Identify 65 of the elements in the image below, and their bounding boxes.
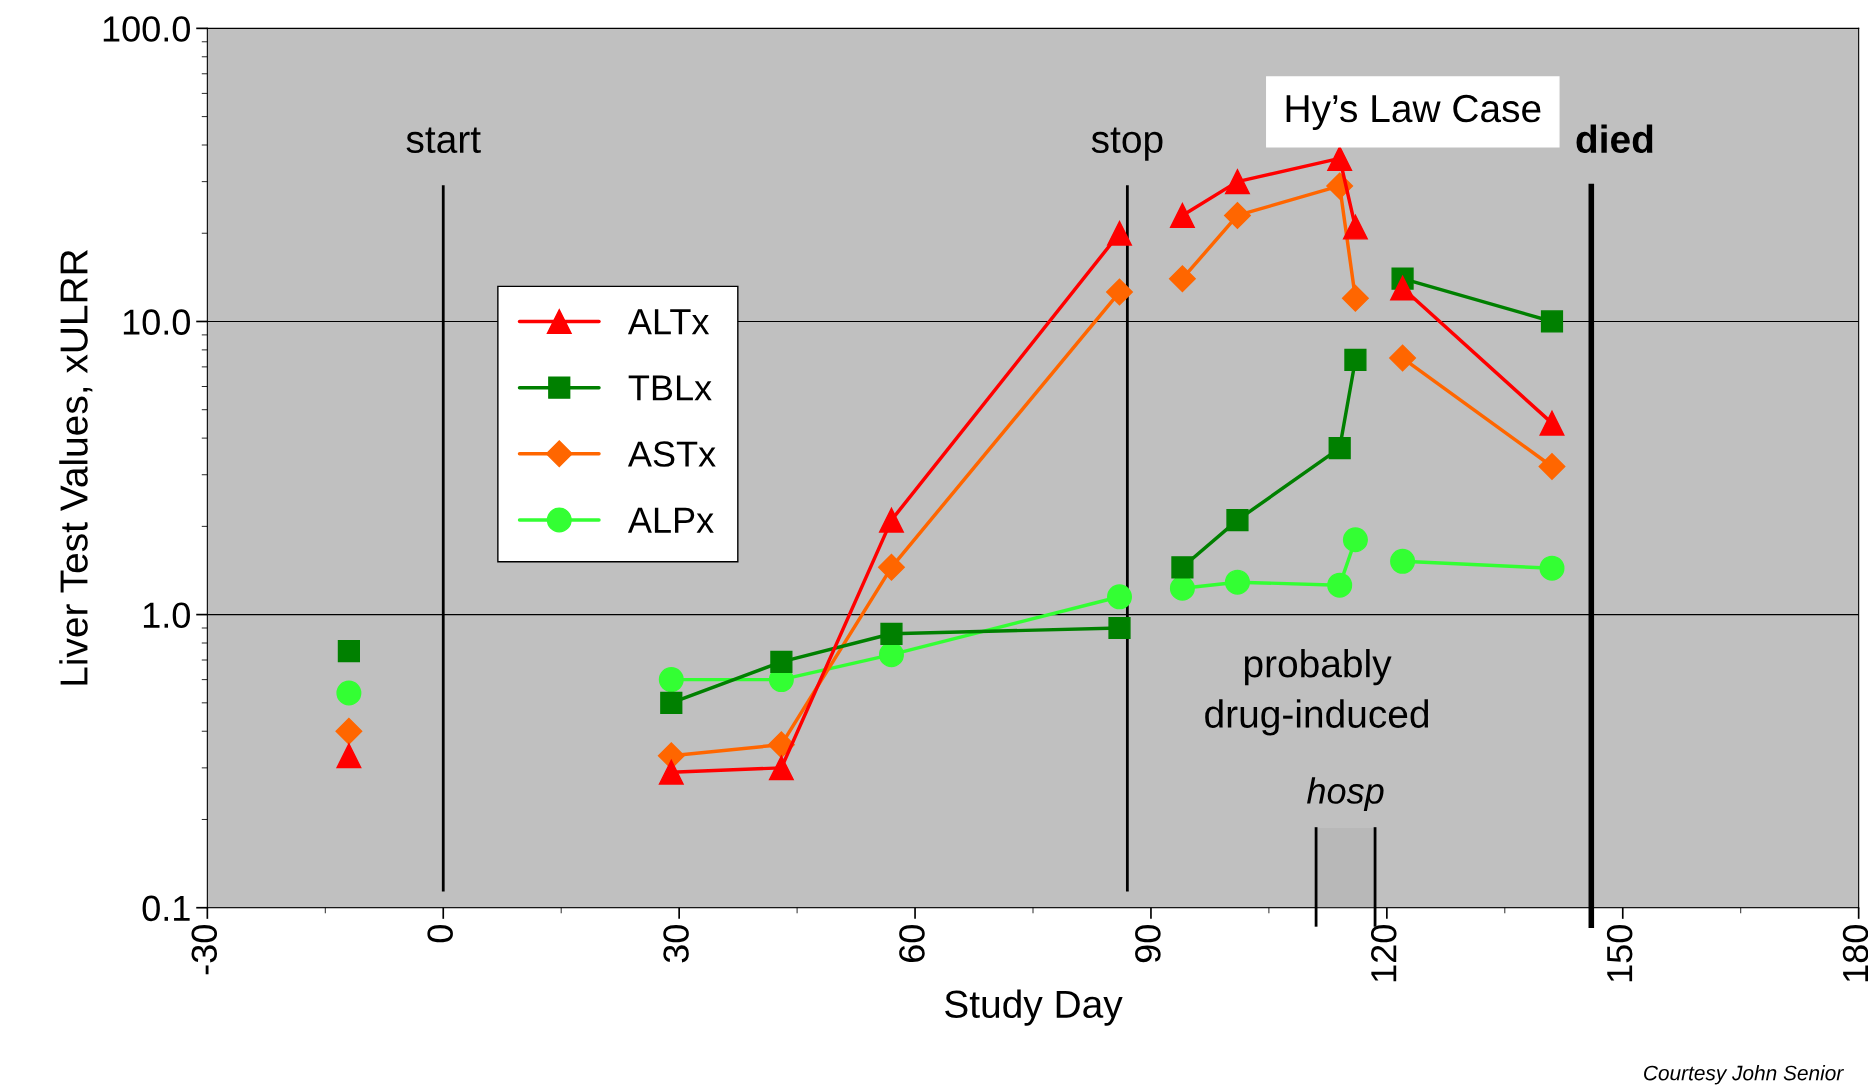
point: [1539, 555, 1565, 581]
point: [1389, 344, 1417, 372]
x-tick-label: 0: [427, 925, 453, 943]
annotation: probably drug-induced: [1205, 648, 1429, 736]
y-tick-label: 1.0: [143, 602, 190, 629]
point: [1390, 548, 1416, 574]
point: [336, 680, 362, 706]
point: [767, 731, 795, 759]
band-label: hosp: [1307, 777, 1384, 811]
point: [1108, 616, 1131, 640]
point: [1390, 275, 1416, 301]
point: [878, 507, 904, 533]
y-tick-label: 0.1: [142, 895, 190, 922]
y-axis-title: Liver Test Values, xULRR: [59, 250, 93, 685]
point: [1327, 145, 1353, 171]
x-tick-label: 90: [1135, 925, 1161, 963]
ref-line-label: died: [1576, 124, 1653, 154]
point: [1107, 220, 1133, 246]
x-tick-label: -30: [191, 925, 218, 975]
legend-label: ASTx: [627, 441, 716, 467]
point: [768, 755, 794, 781]
point: [770, 650, 793, 673]
point: [1169, 202, 1195, 228]
point: [1224, 169, 1250, 195]
point: [1168, 265, 1196, 293]
x-tick-label: 150: [1606, 925, 1633, 982]
point: [336, 743, 362, 769]
x-tick-label: 120: [1370, 925, 1397, 982]
x-tick-label: 30: [663, 925, 689, 963]
x-tick-label: 60: [899, 925, 925, 963]
legend-label: ALTx: [627, 309, 710, 335]
point: [878, 553, 905, 581]
point: [1224, 569, 1250, 595]
y-tick-label: 100.0: [103, 16, 190, 42]
point: [1539, 410, 1565, 436]
point: [1169, 575, 1195, 601]
point: [880, 622, 903, 645]
legend-label: TBLx: [628, 375, 712, 401]
ref-line-label: stop: [1091, 127, 1163, 161]
point: [335, 717, 363, 745]
point: [878, 642, 904, 668]
point: [1171, 556, 1194, 579]
annotation: Hy’s Law Case: [1286, 94, 1541, 131]
x-tick-label: 180: [1842, 925, 1868, 982]
point: [658, 667, 684, 693]
y-tick-label: 10.0: [123, 309, 190, 335]
point: [1341, 284, 1369, 312]
point: [1342, 214, 1368, 240]
point: [337, 640, 361, 663]
point: [1342, 527, 1368, 553]
point: [1540, 310, 1564, 333]
text: Courtesy John Senior: [1644, 1065, 1844, 1085]
point: [1107, 584, 1133, 610]
point: [1328, 436, 1351, 460]
point: [658, 759, 684, 785]
point: [660, 691, 683, 714]
x-axis-title: Study Day: [945, 989, 1123, 1026]
legend-label: ALPx: [627, 507, 714, 533]
ref-line-label: start: [406, 127, 481, 154]
point: [1327, 572, 1353, 598]
point: [1226, 509, 1249, 532]
point: [1223, 201, 1251, 229]
point: [1538, 453, 1566, 480]
point: [1106, 278, 1133, 306]
point: [1344, 348, 1367, 371]
